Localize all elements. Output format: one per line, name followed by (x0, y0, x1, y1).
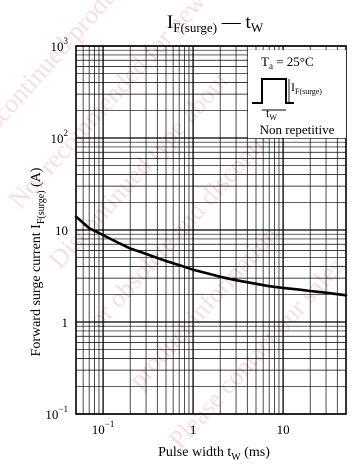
pulse-current-label: IF(surge) (291, 80, 322, 96)
title-x: t (246, 12, 252, 33)
title-main: I (167, 12, 173, 33)
title-dash: — (217, 12, 246, 33)
ta-label: Ta = 25°C (261, 54, 314, 71)
pulse-shape (252, 78, 294, 104)
watermark-text: Discontinued type about (43, 65, 235, 274)
title-main-sub: F(surge) (173, 20, 217, 35)
non-repetitive-note: Non repetitive (260, 122, 335, 137)
y-tick-label: 10 (55, 223, 68, 238)
y-tick-label: 10−1 (45, 404, 68, 422)
y-tick-label: 102 (51, 128, 69, 146)
title-x-sub: W (251, 20, 264, 35)
y-tick-label: 103 (51, 36, 69, 54)
x-tick-label: 10 (277, 422, 290, 437)
series-line-0 (74, 215, 348, 297)
annotation-box: Ta = 25°C IF(surge) tW Non repetitive (248, 50, 346, 138)
plot-frame (75, 45, 347, 415)
x-tick-labels: 10−1 1 10 (92, 419, 290, 437)
annotation-background (248, 50, 346, 138)
y-tick-label: 1 (62, 315, 69, 330)
chart-title: IF(surge) — tW (167, 12, 264, 35)
y-axis-label: Forward surge current IF(surge) (A) (29, 167, 47, 356)
series-layer (74, 215, 348, 297)
x-tick-label: 10−1 (92, 419, 115, 437)
pulse-width-label: tW (266, 106, 277, 122)
x-tick-label: 1 (190, 422, 197, 437)
x-axis-label: Pulse width tW (ms) (158, 445, 270, 463)
